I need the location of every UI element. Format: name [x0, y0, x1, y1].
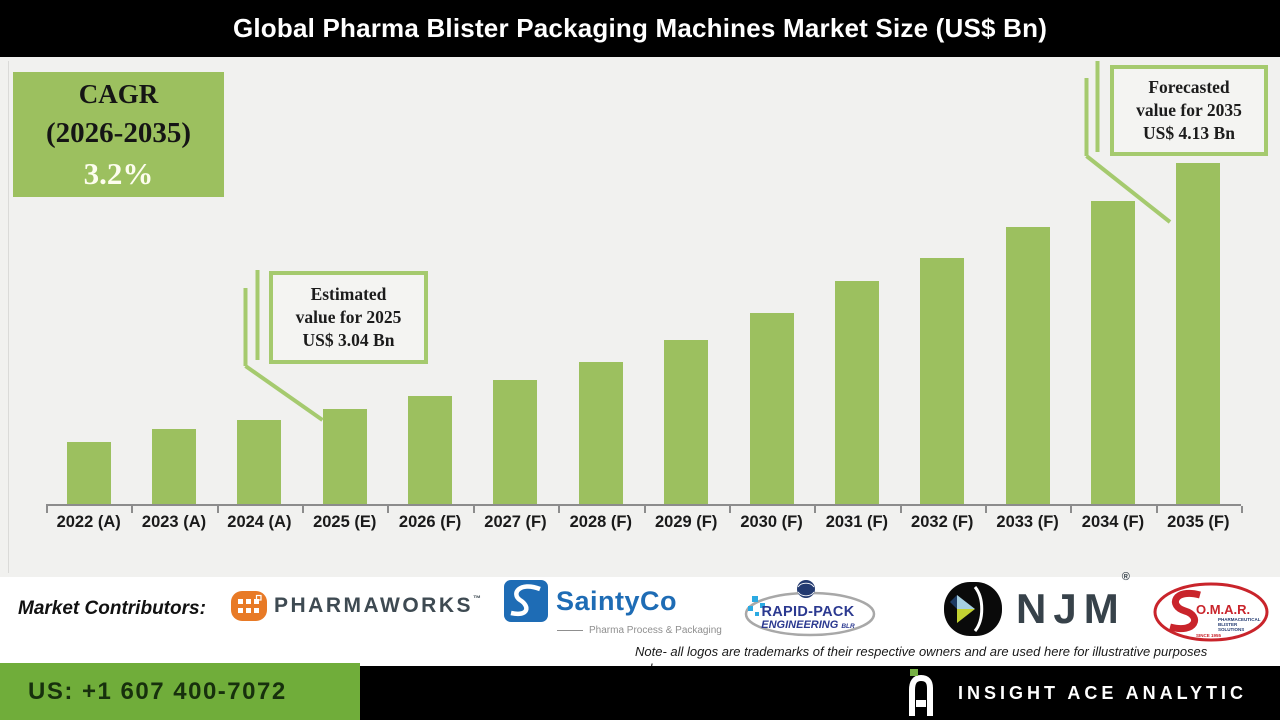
header-bar: Global Pharma Blister Packaging Machines…: [0, 0, 1280, 57]
bar-2035: [1176, 163, 1221, 504]
phone-box: US: +1 607 400-7072: [0, 663, 360, 720]
brand-green-square: [910, 669, 918, 676]
bar-2027: [493, 380, 538, 504]
cagr-label: CAGR: [78, 78, 159, 109]
cagr-badge: CAGR (2026-2035) 3.2%: [13, 72, 224, 197]
axis-tick: [1070, 506, 1073, 513]
forecast-value-callout: Forecasted value for 2035 US$ 4.13 Bn: [1110, 65, 1268, 156]
saintyco-icon: [504, 580, 548, 622]
cagr-period: (2026-2035): [46, 116, 191, 149]
rapidpack-wordmark: RAPID-PACK: [761, 604, 855, 620]
page-title: Global Pharma Blister Packaging Machines…: [232, 13, 1048, 43]
bar-chart: CAGR (2026-2035) 3.2% 2022 (A) 2023 (A) 20…: [0, 57, 1280, 577]
x-axis-label: 2026 (F): [398, 513, 462, 531]
x-axis-label: 2022 (A): [56, 513, 121, 531]
bar-2030: [749, 313, 794, 504]
rapidpack-icon: [744, 580, 876, 637]
axis-tick: [814, 506, 817, 513]
axis-tick: [643, 506, 646, 513]
axis-tick: [46, 506, 48, 513]
x-axis-label: 2033 (F): [996, 513, 1059, 531]
rapidpack-subtitle: ENGINEERING BLR: [761, 619, 855, 631]
phone-number: US: +1 607 400-7072: [28, 677, 287, 705]
axis-tick: [728, 506, 731, 513]
estimated-line1: Estimated: [310, 284, 387, 304]
saintyco-tagline: Pharma Process & Packaging: [557, 625, 722, 636]
pharmaworks-icon: [231, 591, 267, 621]
forecast-line2: value for 2035: [1136, 100, 1242, 120]
callout-leader-lines: [243, 61, 1172, 422]
bar-2028: [578, 362, 623, 504]
bar-2032: [920, 258, 965, 504]
pharmaworks-logo: PHARMAWORKS™: [231, 591, 484, 621]
saintyco-logo: SaintyCo Pharma Process & Packaging: [503, 579, 722, 636]
estimated-line2: value for 2025: [295, 307, 402, 327]
x-axis-label: 2029 (F): [654, 513, 718, 531]
omar-wordmark: O.M.A.R.: [1196, 602, 1250, 617]
bar-2026: [408, 396, 453, 504]
x-axis-line: [46, 504, 1241, 506]
axis-tick: [558, 506, 561, 513]
x-axis-label: 2025 (E): [313, 513, 377, 531]
forecast-line1: Forecasted: [1148, 77, 1230, 97]
axis-tick: [131, 506, 134, 513]
bar-2033: [1005, 227, 1050, 504]
cagr-value: 3.2%: [83, 155, 154, 191]
axis-tick: [472, 506, 475, 513]
x-axis-label: 2023 (A): [141, 513, 207, 531]
rapidpack-blr: BLR: [841, 623, 855, 630]
forecast-value: US$ 4.13 Bn: [1143, 123, 1235, 143]
axis-tick: [984, 506, 987, 513]
market-contributors-label: Market Contributors:: [18, 598, 206, 619]
tagline-rule: [557, 630, 583, 631]
bar-2034: [1090, 201, 1135, 504]
axis-tick: [899, 506, 902, 513]
omar-since: SINCE 1955: [1196, 633, 1222, 638]
market-contributors-band: Market Contributors: PHARMAWORKS™ Sa: [0, 571, 1280, 666]
bar-2031: [834, 281, 879, 504]
x-axis-label: 2024 (A): [227, 513, 292, 531]
bar-2024: [237, 420, 282, 504]
x-axis-label: 2032 (F): [911, 513, 974, 531]
saintyco-wordmark: SaintyCo: [556, 586, 678, 616]
x-axis-label: 2034 (F): [1081, 513, 1145, 531]
axis-tick: [216, 506, 219, 513]
bar-2029: [664, 340, 709, 504]
x-axis-label: 2028 (F): [569, 513, 632, 531]
note-line1: Note- all logos are trademarks of their …: [635, 644, 1208, 659]
pharmaworks-wordmark: PHARMAWORKS™: [274, 594, 484, 617]
insightace-brand: INSIGHT ACE ANALYTIC: [906, 666, 1247, 720]
insightace-logo-icon: [906, 669, 936, 716]
njm-icon: [944, 582, 1002, 636]
estimated-value: US$ 3.04 Bn: [302, 330, 395, 350]
chart-area-border: [8, 61, 9, 573]
bar-2025: [322, 409, 367, 504]
njm-logo: NJM®: [944, 571, 1141, 636]
registered-symbol: ®: [1121, 571, 1137, 583]
bar-2022: [66, 442, 111, 504]
axis-tick: [1155, 506, 1158, 513]
bar-2023: [152, 429, 197, 504]
axis-tick: [302, 506, 305, 513]
axis-tick: [1241, 506, 1243, 513]
estimated-value-callout: Estimated value for 2025 US$ 3.04 Bn: [269, 271, 428, 364]
rapidpack-logo: RAPID-PACK ENGINEERING BLR: [738, 578, 878, 640]
omar-logo: O.M.A.R. PHARMACEUTICAL BLISTER SOLUTION…: [1152, 582, 1270, 647]
brand-name: INSIGHT ACE ANALYTIC: [958, 682, 1248, 703]
axis-tick: [387, 506, 390, 513]
omar-sub1: PHARMACEUTICAL: [1218, 617, 1261, 622]
x-axis-label: 2035 (F): [1167, 513, 1230, 531]
x-axis-label: 2027 (F): [484, 513, 547, 531]
omar-sub2: BLISTER: [1218, 622, 1238, 627]
x-axis-label: 2031 (F): [825, 513, 889, 531]
njm-wordmark: NJM®: [1016, 571, 1137, 632]
omar-sub3: SOLUTIONS: [1218, 627, 1244, 632]
x-axis-label: 2030 (F): [740, 513, 803, 531]
omar-icon: O.M.A.R. PHARMACEUTICAL BLISTER SOLUTION…: [1153, 582, 1269, 642]
trademark-symbol: ™: [473, 594, 484, 603]
